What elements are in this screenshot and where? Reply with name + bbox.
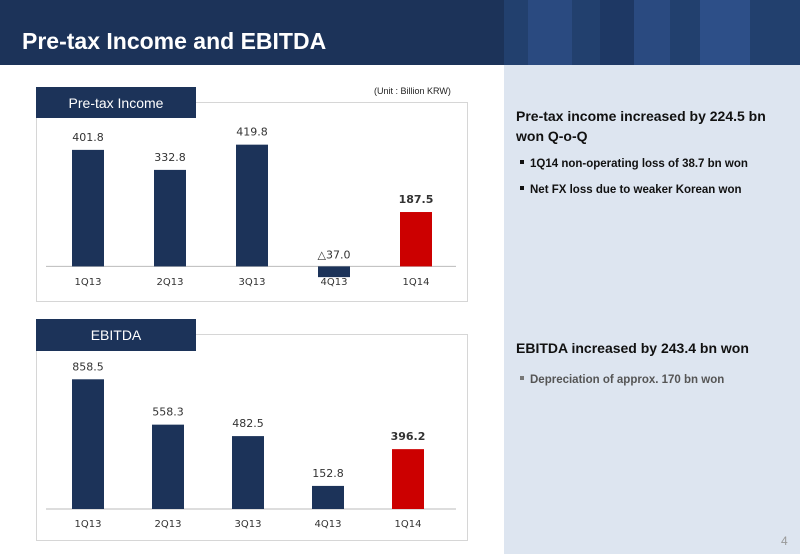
page-number: 4: [781, 534, 788, 548]
ebitda-bullet: Depreciation of approx. 170 bn won: [520, 374, 790, 386]
bar-4Q13: [312, 485, 344, 509]
category-label: 3Q13: [239, 277, 266, 288]
pretax-income-chart: 401.8 1Q13 332.8 2Q13 419.8 3Q13 △37.0 4Q13 187.…: [46, 126, 456, 288]
bullet-square-icon: [520, 375, 524, 380]
category-label: 4Q13: [321, 277, 348, 288]
ebitda-heading: EBITDA increased by 243.4 bn won: [516, 340, 749, 356]
bar-1Q13: [72, 149, 104, 267]
bar-3Q13: [236, 144, 268, 267]
ebitda-chart: 858.5 1Q13 558.3 2Q13 482.5 3Q13 152.8 4Q13 396.…: [46, 360, 456, 530]
bar-1Q14: [392, 449, 424, 509]
bar-4Q13: [318, 266, 350, 278]
data-label: 558.3: [152, 406, 184, 419]
header-decoration: [572, 0, 600, 65]
header-decoration: [600, 0, 634, 65]
data-label: 187.5: [399, 193, 434, 206]
data-label: 419.8: [236, 126, 268, 139]
data-label: 401.8: [72, 131, 104, 144]
category-label: 2Q13: [155, 519, 182, 530]
data-label: 482.5: [232, 417, 264, 430]
data-label: △37.0: [318, 248, 351, 261]
header-decoration: [670, 0, 700, 65]
ebitda-chart-tab: EBITDA: [36, 319, 196, 351]
data-label: 858.5: [72, 360, 104, 373]
pretax-chart-tab: Pre-tax Income: [36, 87, 196, 118]
header-decoration: [634, 0, 670, 65]
header-decoration: [700, 0, 750, 65]
bar-2Q13: [154, 169, 186, 267]
header-bar: Pre-tax Income and EBITDA: [0, 0, 800, 65]
pretax-heading: Pre-tax income increased by 224.5 bn won…: [516, 108, 766, 144]
category-label: 3Q13: [235, 519, 262, 530]
bar-1Q13: [72, 379, 104, 509]
bullet-square-icon: [520, 185, 524, 190]
pretax-bullet: Net FX loss due to weaker Korean won: [520, 184, 790, 196]
bullet-text: Net FX loss due to weaker Korean won: [530, 184, 742, 196]
header-decoration: [504, 0, 528, 65]
category-label: 1Q14: [403, 277, 430, 288]
header-decoration: [750, 0, 800, 65]
category-label: 1Q13: [75, 277, 102, 288]
category-label: 1Q14: [395, 519, 422, 530]
page-title: Pre-tax Income and EBITDA: [22, 28, 327, 54]
commentary-panel: [504, 65, 800, 554]
bar-2Q13: [152, 424, 184, 509]
category-label: 2Q13: [157, 277, 184, 288]
header-decoration: [528, 0, 572, 65]
bar-3Q13: [232, 436, 264, 509]
bullet-square-icon: [520, 159, 524, 164]
data-label: 332.8: [154, 151, 186, 164]
bullet-text: Depreciation of approx. 170 bn won: [530, 374, 725, 386]
unit-label: (Unit : Billion KRW): [374, 86, 451, 96]
bullet-text: 1Q14 non-operating loss of 38.7 bn won: [530, 158, 748, 170]
data-label: 396.2: [391, 430, 426, 443]
data-label: 152.8: [312, 467, 344, 480]
pretax-bullet: 1Q14 non-operating loss of 38.7 bn won: [520, 158, 790, 170]
category-label: 1Q13: [75, 519, 102, 530]
category-label: 4Q13: [315, 519, 342, 530]
bar-1Q14: [400, 212, 432, 267]
